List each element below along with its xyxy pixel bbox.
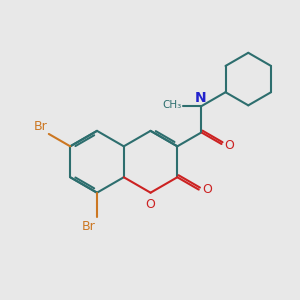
Text: O: O [224,139,234,152]
Text: N: N [195,91,207,105]
Text: Br: Br [34,120,47,133]
Text: O: O [146,198,155,211]
Text: O: O [202,183,212,196]
Text: CH₃: CH₃ [162,100,182,110]
Text: Br: Br [82,220,95,233]
